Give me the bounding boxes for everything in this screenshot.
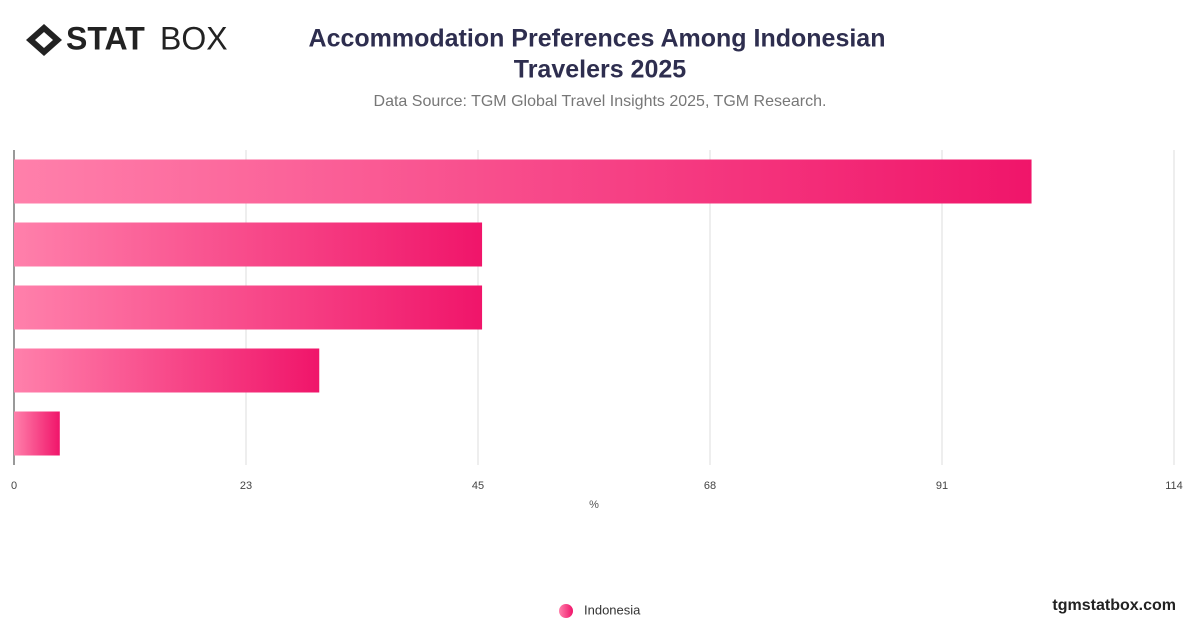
x-tick-label: 23 (240, 480, 252, 492)
logo-light: BOX (160, 20, 228, 56)
bar (14, 348, 320, 393)
chart-title: Accommodation Preferences Among Indonesi… (309, 25, 886, 53)
x-tick-label: 45 (472, 480, 484, 492)
x-tick-label: 68 (704, 480, 716, 492)
x-tick-label: 0 (11, 480, 17, 492)
chart-title: Travelers 2025 (514, 56, 686, 84)
logo-bold: STAT (66, 20, 145, 56)
bar (14, 222, 483, 267)
bar (14, 285, 483, 330)
bar (14, 411, 60, 456)
footer: tgmstatbox.com (1052, 597, 1176, 614)
x-axis-label: % (589, 499, 599, 511)
legend-marker (559, 604, 573, 618)
legend-label[interactable]: Indonesia (584, 602, 641, 617)
logo-icon (26, 24, 62, 56)
x-tick-label: 114 (1165, 480, 1183, 492)
x-tick-label: 91 (936, 480, 948, 492)
chart-subtitle: Data Source: TGM Global Travel Insights … (374, 93, 827, 110)
bar (14, 159, 1032, 204)
logo: STAT BOX (26, 20, 228, 56)
